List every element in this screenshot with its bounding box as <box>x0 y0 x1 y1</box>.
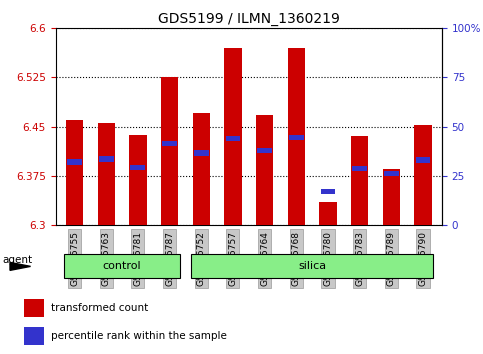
Bar <box>257 148 272 153</box>
Bar <box>67 159 82 165</box>
Bar <box>98 123 115 225</box>
Text: transformed count: transformed count <box>51 303 148 313</box>
Bar <box>224 48 242 225</box>
Bar <box>414 125 432 225</box>
Bar <box>415 157 430 162</box>
Bar <box>24 327 44 345</box>
Bar <box>161 78 178 225</box>
Bar <box>194 150 209 156</box>
Bar <box>352 166 367 171</box>
Bar <box>256 115 273 225</box>
Title: GDS5199 / ILMN_1360219: GDS5199 / ILMN_1360219 <box>158 12 340 26</box>
Bar <box>129 135 147 225</box>
Text: agent: agent <box>3 255 33 265</box>
Bar <box>351 136 369 225</box>
Bar <box>193 113 210 225</box>
Bar <box>162 141 177 146</box>
Polygon shape <box>10 262 30 270</box>
Bar <box>66 120 83 225</box>
Bar <box>319 202 337 225</box>
Bar <box>383 169 400 225</box>
Bar <box>287 48 305 225</box>
FancyBboxPatch shape <box>64 255 180 278</box>
Text: silica: silica <box>298 261 326 271</box>
Bar <box>321 189 335 194</box>
Bar <box>130 165 145 170</box>
FancyBboxPatch shape <box>191 255 433 278</box>
Text: percentile rank within the sample: percentile rank within the sample <box>51 331 227 341</box>
Bar <box>384 171 398 176</box>
Text: control: control <box>103 261 142 271</box>
Bar <box>289 135 304 140</box>
Bar <box>226 136 241 141</box>
Bar <box>99 156 114 161</box>
Bar <box>24 299 44 317</box>
